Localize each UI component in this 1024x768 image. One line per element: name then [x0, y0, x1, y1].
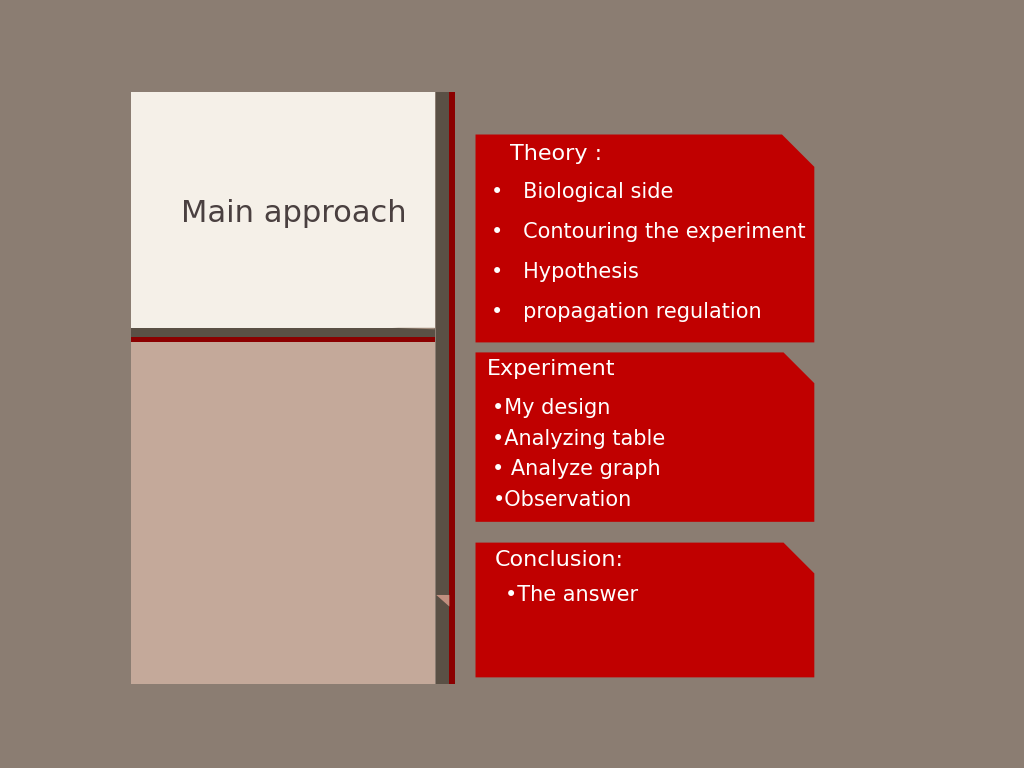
Text: •Observation: •Observation: [493, 490, 632, 510]
Polygon shape: [436, 595, 450, 607]
Polygon shape: [392, 328, 435, 329]
Polygon shape: [131, 329, 435, 684]
Text: •The answer: •The answer: [505, 585, 638, 605]
Text: Conclusion:: Conclusion:: [495, 550, 624, 570]
Text: •   propagation regulation: • propagation regulation: [490, 303, 762, 323]
Text: •   Biological side: • Biological side: [490, 182, 674, 202]
Polygon shape: [475, 353, 814, 521]
Polygon shape: [131, 337, 435, 343]
Text: •My design: •My design: [493, 398, 611, 418]
Bar: [450, 92, 455, 684]
Text: Experiment: Experiment: [487, 359, 615, 379]
Text: •   Contouring the experiment: • Contouring the experiment: [490, 222, 806, 242]
Polygon shape: [475, 543, 814, 677]
Text: Main approach: Main approach: [180, 200, 407, 228]
Polygon shape: [475, 134, 814, 343]
Text: Theory :: Theory :: [510, 144, 602, 164]
Bar: [436, 92, 450, 684]
Text: • Analyze graph: • Analyze graph: [493, 459, 662, 479]
Text: •   Hypothesis: • Hypothesis: [490, 263, 639, 283]
Text: •Analyzing table: •Analyzing table: [493, 429, 666, 449]
Polygon shape: [131, 92, 435, 329]
Polygon shape: [131, 328, 435, 337]
